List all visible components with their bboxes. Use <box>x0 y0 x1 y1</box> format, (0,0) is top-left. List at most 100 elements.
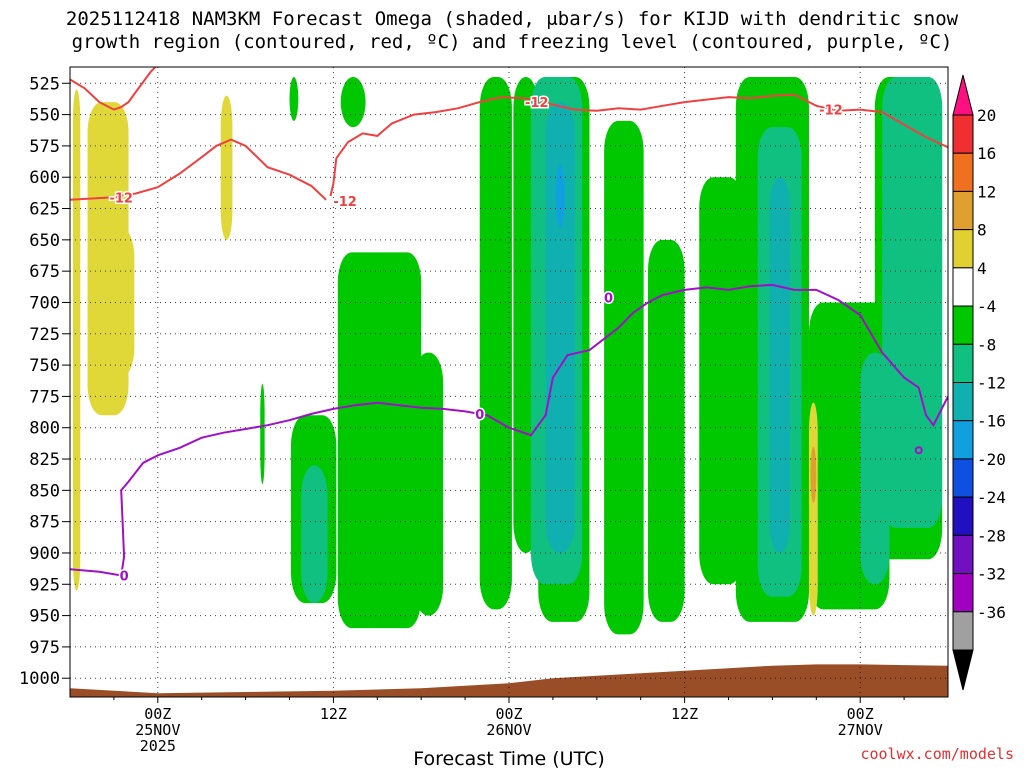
colorbar-label: 20 <box>977 106 996 125</box>
colorbar-label: -12 <box>977 374 1006 393</box>
colorbar-label: -16 <box>977 412 1006 431</box>
y-tick-label: 925 <box>29 575 60 595</box>
credit-text: coolwx.com/models <box>860 745 1014 763</box>
omega-region--12 <box>769 177 790 553</box>
colorbar-box <box>952 152 974 192</box>
dendritic-contour-segment <box>70 67 157 111</box>
contour-lines: -12 -12 -12 -12 0 0 0 <box>70 67 948 586</box>
omega-region-4 <box>72 89 81 591</box>
colorbar-box <box>952 267 974 307</box>
omega-region--4 <box>604 120 644 635</box>
colorbar-top-arrow <box>952 74 974 116</box>
colorbar-label: -32 <box>977 565 1006 584</box>
omega-region--8 <box>882 77 943 528</box>
colorbar-label: -36 <box>977 603 1006 622</box>
colorbar-label: 4 <box>977 259 987 278</box>
y-tick-label: 800 <box>29 419 60 439</box>
x-tick-label: 00Z <box>495 705 522 723</box>
terrain-fill <box>70 664 948 697</box>
colorbar-label: 16 <box>977 144 996 163</box>
y-tick-label: 975 <box>29 638 60 658</box>
omega-region--4 <box>260 383 265 485</box>
y-tick-label: 600 <box>29 168 60 188</box>
y-tick-label: 750 <box>29 356 60 376</box>
omega-shading <box>72 77 943 635</box>
colorbar-box <box>952 305 974 345</box>
colorbar-label: 8 <box>977 221 987 240</box>
y-tick-label: 950 <box>29 607 60 627</box>
colorbar-box <box>952 420 974 460</box>
y-tick-label: 775 <box>29 387 60 407</box>
colorbar-label: -8 <box>977 335 996 354</box>
dendritic-contour-label: -12 <box>525 96 549 111</box>
colorbar-box <box>952 611 974 651</box>
terrain-surface <box>70 664 948 697</box>
omega-region-4 <box>808 402 818 616</box>
colorbar-label: -28 <box>977 526 1006 545</box>
colorbar-label: -24 <box>977 488 1006 507</box>
omega-region--4 <box>699 177 744 585</box>
y-tick-label: 875 <box>29 513 60 533</box>
dendritic-contour-label: -12 <box>333 195 357 210</box>
freezing-level-label: 0 <box>120 570 129 585</box>
omega-region--4 <box>340 77 366 128</box>
chart-title-line2: growth region (contoured, red, ºC) and f… <box>71 31 953 53</box>
y-tick-label: 675 <box>29 262 60 282</box>
omega-region--4 <box>337 252 422 629</box>
y-tick-label: 575 <box>29 137 60 157</box>
x-tick-label: 27NOV <box>838 721 883 739</box>
x-tick-label: 12Z <box>671 705 698 723</box>
colorbar-box <box>952 496 974 536</box>
colorbar-box <box>952 229 974 269</box>
omega-region-8 <box>810 446 817 503</box>
chart-title-line1: 2025112418 NAM3KM Forecast Omega (shaded… <box>65 8 959 30</box>
dendritic-contour-label: -12 <box>109 191 133 206</box>
colorbar-label: 12 <box>977 182 996 201</box>
colorbar-box <box>952 534 974 575</box>
x-tick-label: 12Z <box>320 705 347 723</box>
colorbar-label: -4 <box>977 297 996 316</box>
x-tick-label: 00Z <box>144 705 171 723</box>
y-tick-label: 825 <box>29 450 60 470</box>
colorbar-box <box>952 382 974 422</box>
y-tick-label: 650 <box>29 231 60 251</box>
y-tick-label: 550 <box>29 106 60 126</box>
dendritic-contour-segment <box>329 93 948 197</box>
colorbar-box <box>952 114 974 154</box>
x-tick-label: 25NOV <box>135 721 180 739</box>
y-tick-label: 850 <box>29 481 60 501</box>
colorbar-box <box>952 573 974 613</box>
x-tick-label: 00Z <box>847 705 874 723</box>
dendritic-contour-segment <box>70 138 327 201</box>
freezing-level-contour <box>70 283 948 577</box>
colorbar-box <box>952 190 974 231</box>
freezing-level-label: 0 <box>604 291 613 306</box>
omega-region--4 <box>289 77 299 121</box>
y-tick-label: 900 <box>29 544 60 564</box>
omega-region-4 <box>220 95 233 240</box>
freezing-level-label: 0 <box>475 408 484 423</box>
dendritic-contour-label: -12 <box>819 104 843 119</box>
y-tick-label: 625 <box>29 200 60 220</box>
y-tick-label: 525 <box>29 74 60 94</box>
colorbar-bottom-arrow <box>952 649 974 691</box>
colorbar-box <box>952 343 974 383</box>
x-tick-label: 26NOV <box>486 721 531 739</box>
colorbar-box <box>952 458 974 498</box>
omega-colorbar: 20 16 12 8 4 -4 -8 -12 -16 -20 -24 -28 -32 -36 <box>952 74 1006 691</box>
omega-region--12 <box>545 102 575 553</box>
pressure-axis: 525 550 575 600 625 650 675 700 725 750 775 800 825 8… <box>19 74 70 689</box>
y-tick-label: 1000 <box>19 669 60 689</box>
y-tick-label: 700 <box>29 293 60 313</box>
x-axis-label: Forecast Time (UTC) <box>413 748 604 768</box>
omega-region--4 <box>479 77 512 610</box>
omega-region--16 <box>555 164 565 228</box>
x-tick-label: 2025 <box>140 737 176 755</box>
colorbar-label: -20 <box>977 450 1006 469</box>
omega-region--8 <box>301 465 328 604</box>
y-tick-label: 725 <box>29 325 60 345</box>
omega-region--4 <box>413 352 444 616</box>
omega-region--4 <box>648 239 685 622</box>
